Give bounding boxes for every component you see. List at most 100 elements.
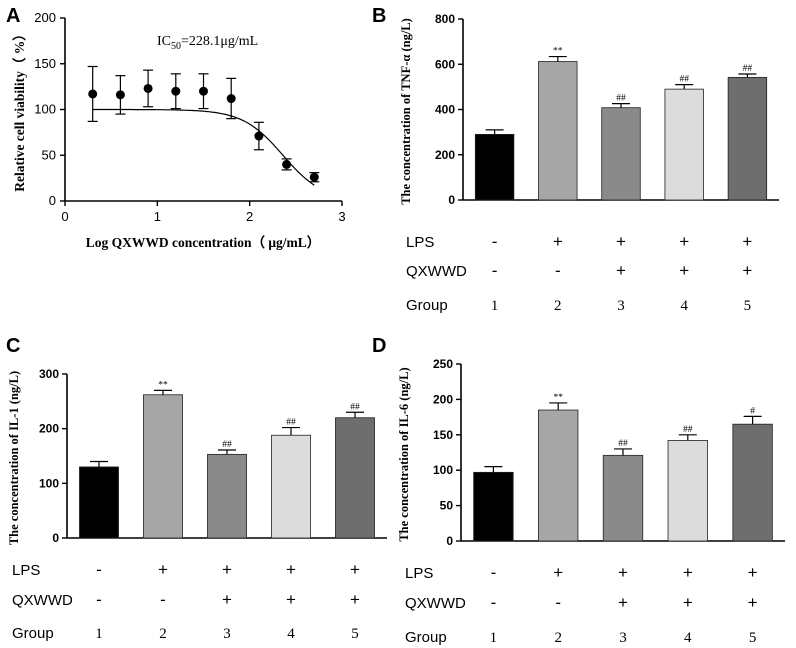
b-significance-label: ## (679, 75, 689, 85)
c-row-value: - (160, 590, 166, 609)
a-y-tick-label: 100 (34, 102, 56, 117)
b-bar-2 (538, 61, 578, 201)
b-y-tick-label: 600 (435, 57, 455, 71)
d-row-value: + (748, 593, 758, 612)
c-bar-5 (335, 417, 375, 539)
c-significance-label: ## (350, 402, 360, 412)
c-row-value: + (286, 590, 296, 609)
panel-label-c: C (6, 335, 20, 357)
d-row-value: 3 (619, 630, 627, 646)
a-data-point (143, 83, 153, 93)
d-row-value: + (553, 563, 563, 582)
b-row-value: - (492, 261, 498, 280)
b-bar-1 (474, 133, 515, 201)
d-y-tick-label: 50 (440, 499, 454, 513)
d-row-value: 1 (490, 630, 498, 646)
a-ic50-subscript: 50 (171, 41, 181, 52)
b-y-tick-label: 800 (435, 12, 455, 26)
c-row-value: 3 (223, 626, 231, 642)
c-row-value: 1 (95, 626, 103, 642)
c-row-value: + (286, 560, 296, 579)
a-x-tick-label: 1 (154, 209, 161, 224)
d-y-tick-label: 200 (433, 392, 453, 406)
b-row-value: + (742, 261, 752, 280)
a-y-tick-label: 200 (34, 10, 56, 25)
d-bar-2 (538, 409, 579, 542)
a-data-point (88, 89, 98, 99)
d-bar-3 (602, 454, 644, 542)
c-row-value: + (350, 560, 360, 579)
a-y-axis-title: Relative cell viability（ %） (12, 27, 27, 192)
c-y-tick-label: 0 (52, 531, 59, 545)
a-data-point (171, 86, 181, 96)
b-row-value: + (679, 261, 689, 280)
b-row-value: + (616, 232, 626, 251)
a-data-point (226, 94, 236, 104)
b-row-label: Group (406, 297, 448, 314)
a-data-point (282, 159, 292, 169)
a-ic50-annotation: IC50=228.1μg/mL (157, 34, 258, 52)
d-row-value: + (618, 593, 628, 612)
b-row-value: - (555, 261, 561, 280)
d-row-value: - (491, 563, 497, 582)
c-row-value: 5 (351, 626, 359, 642)
d-significance-label: ## (618, 439, 628, 449)
d-row-value: 5 (749, 630, 757, 646)
a-ic50-value: =228.1μg/mL (181, 34, 258, 49)
a-data-point (115, 90, 125, 100)
d-row-value: + (683, 563, 693, 582)
b-y-tick-label: 200 (435, 148, 455, 162)
a-data-point (309, 172, 319, 182)
d-y-tick-label: 0 (446, 534, 453, 548)
c-y-tick-label: 300 (39, 367, 59, 381)
d-y-tick-label: 150 (433, 428, 453, 442)
a-data-point (254, 131, 264, 141)
c-y-tick-label: 100 (39, 476, 59, 490)
c-y-axis-title: The concentration of IL-1 (ng/L) (7, 371, 21, 545)
a-y-tick-label: 0 (49, 193, 56, 208)
c-significance-label: ## (222, 440, 232, 450)
a-x-tick-label: 3 (338, 209, 345, 224)
d-row-label: QXWWD (405, 595, 466, 612)
d-bar-1 (473, 471, 514, 542)
d-significance-label: ** (553, 393, 563, 403)
b-bar-3 (601, 107, 641, 201)
b-y-axis-title: The concentration of TNF-α (ng/L) (399, 18, 413, 205)
b-row-value: 5 (744, 298, 752, 314)
a-y-tick-label: 50 (42, 147, 56, 162)
c-significance-label: ** (158, 380, 168, 390)
d-row-value: + (748, 563, 758, 582)
a-x-axis-title: Log QXWWD concentration（ μg/mL） (86, 235, 321, 250)
b-row-value: + (742, 232, 752, 251)
d-bar-5 (732, 423, 773, 542)
d-y-tick-label: 100 (433, 463, 453, 477)
b-row-value: 4 (680, 298, 688, 314)
b-y-tick-label: 400 (435, 103, 455, 117)
a-data-point (199, 86, 208, 96)
d-y-tick-label: 250 (433, 357, 453, 371)
d-y-axis-title: The concentration of IL-6 (ng/L) (397, 367, 411, 541)
d-row-value: - (491, 593, 497, 612)
b-row-value: 3 (617, 298, 625, 314)
b-row-label: LPS (406, 234, 434, 251)
b-bar-5 (727, 76, 768, 201)
c-row-value: 4 (287, 626, 295, 642)
c-row-value: 2 (159, 626, 167, 642)
b-row-value: + (553, 232, 563, 251)
a-y-tick-label: 150 (34, 56, 56, 71)
panel-label-a: A (6, 5, 20, 27)
b-y-tick-label: 0 (448, 193, 455, 207)
panel-label-b: B (372, 5, 386, 27)
d-significance-label: # (750, 406, 755, 416)
a-ic50-prefix: IC (157, 34, 171, 49)
b-significance-label: ## (616, 94, 626, 104)
b-significance-label: ** (553, 47, 563, 57)
c-bar-4 (271, 434, 311, 539)
b-significance-label: ## (743, 64, 753, 74)
a-x-tick-label: 2 (246, 209, 253, 224)
d-significance-label: ## (683, 425, 693, 435)
c-row-value: + (222, 560, 232, 579)
panel-label-d: D (372, 335, 386, 357)
b-row-value: + (616, 261, 626, 280)
